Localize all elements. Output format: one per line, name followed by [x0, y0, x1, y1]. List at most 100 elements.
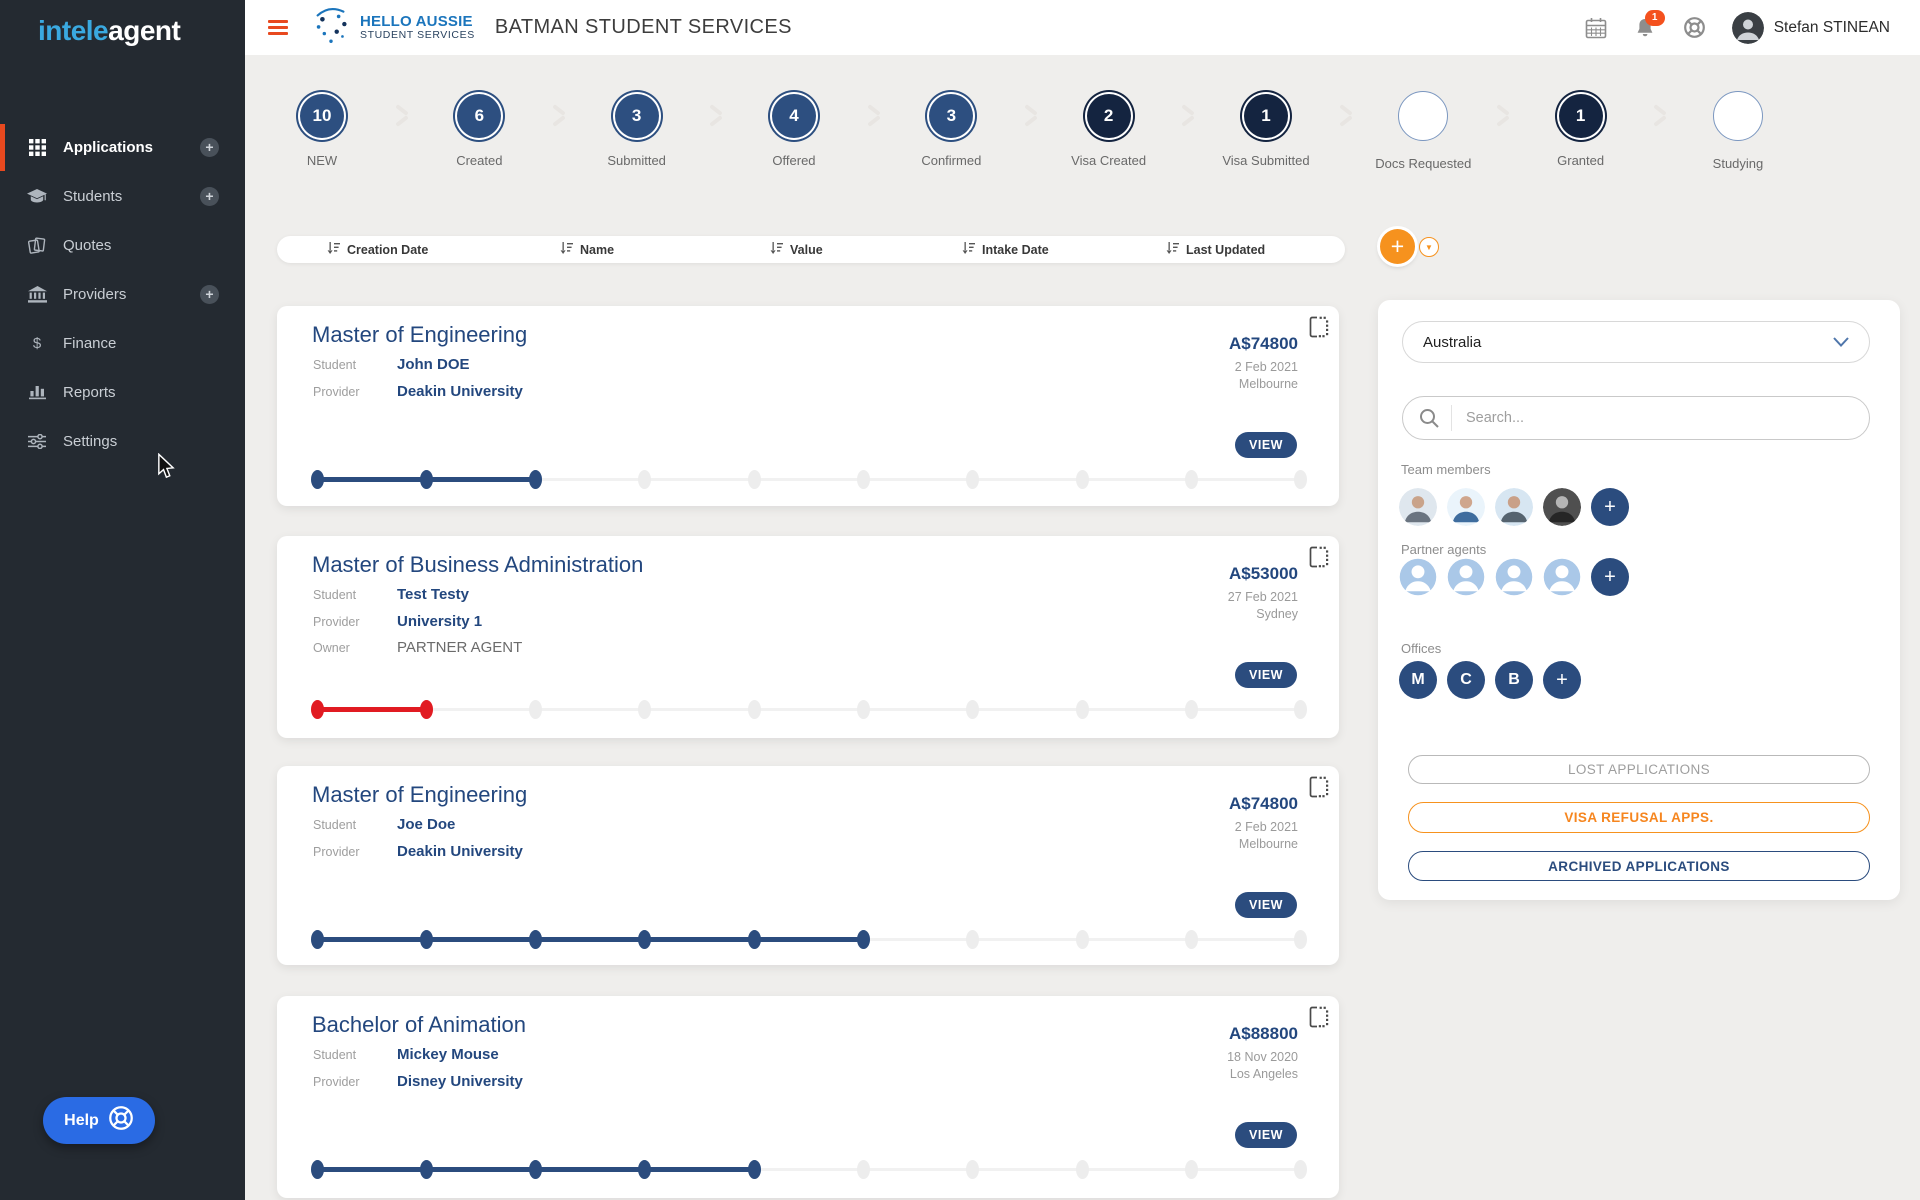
application-title[interactable]: Master of Engineering [312, 782, 528, 807]
application-title[interactable]: Master of Engineering [312, 322, 528, 347]
application-card: Master of Engineering Student Joe Doe Provi… [277, 766, 1339, 965]
application-city: Sydney [1256, 607, 1298, 621]
sidebar-item-settings[interactable]: Settings [0, 417, 245, 466]
sidebar-item-students[interactable]: Students + [0, 172, 245, 221]
field-value-student[interactable]: Test Testy [397, 586, 469, 603]
sidebar-item-applications[interactable]: Applications + [0, 123, 245, 172]
application-title[interactable]: Bachelor of Animation [312, 1012, 527, 1037]
sort-bar: Creation Date Name Value Intake Date Last Up… [277, 236, 1345, 263]
field-label: Provider [313, 384, 360, 399]
sliders-icon [24, 434, 50, 449]
calendar-icon[interactable] [1585, 17, 1607, 39]
field-value-provider[interactable]: Deakin University [397, 382, 523, 400]
progress-dot [419, 1159, 433, 1179]
notifications-bell-icon[interactable]: 1 [1633, 9, 1665, 40]
add-application-button[interactable]: + [1380, 229, 1415, 264]
add-options-caret-icon[interactable]: ▼ [1419, 237, 1439, 257]
office-m[interactable]: M [1399, 661, 1437, 699]
workflow-scan-icon[interactable] [1309, 776, 1329, 803]
field-value-provider[interactable]: Deakin University [397, 842, 523, 860]
add-icon[interactable]: + [200, 138, 219, 157]
sort-icon [560, 242, 573, 257]
card-field-student: Student Joe Doe [313, 816, 455, 833]
progress-dot [1185, 469, 1199, 489]
application-card: Bachelor of Animation Student Mickey Mouse… [277, 996, 1339, 1198]
stage-visa-created[interactable]: 2 Visa Created [1034, 90, 1184, 168]
workflow-scan-icon[interactable] [1309, 316, 1329, 343]
sort-field-name[interactable]: Name [560, 236, 614, 263]
stage-studying[interactable]: Studying [1663, 90, 1813, 171]
field-value-student[interactable]: Joe Doe [397, 816, 456, 833]
sort-field-label: Value [790, 242, 823, 257]
field-value-student[interactable]: Mickey Mouse [397, 1046, 499, 1063]
add-partner-agent-button[interactable]: + [1591, 558, 1629, 596]
sort-field-intake-date[interactable]: Intake Date [962, 236, 1049, 263]
stage-count [1712, 91, 1763, 141]
partner-agent-avatar[interactable] [1543, 558, 1581, 596]
dollar-icon: $ [32, 335, 42, 352]
documents-icon [24, 237, 50, 254]
office-b[interactable]: B [1495, 661, 1533, 699]
sidebar-item-quotes[interactable]: Quotes [0, 221, 245, 270]
partner-agent-avatar[interactable] [1399, 558, 1437, 596]
card-field-student: Student Test Testy [313, 586, 469, 603]
progress-dot [747, 469, 761, 489]
sidebar-item-reports[interactable]: Reports [0, 368, 245, 417]
stage-docs-requested[interactable]: Docs Requested [1348, 90, 1498, 171]
add-icon[interactable]: + [200, 285, 219, 304]
team-member-avatar[interactable] [1447, 488, 1485, 526]
office-c[interactable]: C [1447, 661, 1485, 699]
view-button[interactable]: VIEW [1235, 662, 1297, 688]
help-label: Help [64, 1111, 99, 1129]
archived-applications-button[interactable]: ARCHIVED APPLICATIONS [1408, 851, 1870, 881]
view-button[interactable]: VIEW [1235, 432, 1297, 458]
progress-dot [419, 469, 433, 489]
sidebar-item-finance[interactable]: $ Finance [0, 319, 245, 368]
workflow-scan-icon[interactable] [1309, 1006, 1329, 1033]
field-label: Student [313, 818, 357, 832]
field-value-provider[interactable]: Disney University [397, 1072, 523, 1090]
search-input[interactable] [1464, 409, 1853, 427]
application-amount: A$74800 [1228, 794, 1298, 813]
stage-offered[interactable]: 4 Offered [719, 90, 869, 168]
application-title[interactable]: Master of Business Administration [312, 552, 644, 577]
view-button[interactable]: VIEW [1235, 892, 1297, 918]
workflow-scan-icon[interactable] [1309, 546, 1329, 573]
field-label: Student [313, 588, 357, 602]
offices-row: M C B + [1399, 661, 1581, 699]
stage-confirmed[interactable]: 3 Confirmed [876, 90, 1026, 168]
sort-field-last-updated[interactable]: Last Updated [1166, 236, 1265, 263]
sidebar-item-label: Reports [63, 384, 116, 401]
sort-field-creation-date[interactable]: Creation Date [327, 236, 428, 263]
team-member-avatar[interactable] [1399, 488, 1437, 526]
team-member-avatar[interactable] [1495, 488, 1533, 526]
country-select[interactable]: Australia [1402, 321, 1870, 363]
sidebar-item-providers[interactable]: Providers + [0, 270, 245, 319]
sidebar-item-label: Providers [63, 286, 127, 303]
add-office-button[interactable]: + [1543, 661, 1581, 699]
view-button[interactable]: VIEW [1235, 1122, 1297, 1148]
stage-submitted[interactable]: 3 Submitted [562, 90, 712, 168]
visa-refusal-apps-button[interactable]: VISA REFUSAL APPS. [1408, 802, 1870, 833]
help-button[interactable]: Help [43, 1097, 155, 1144]
stage-visa-submitted[interactable]: 1 Visa Submitted [1191, 90, 1341, 168]
add-team-member-button[interactable]: + [1591, 488, 1629, 526]
support-ring-icon[interactable] [1683, 16, 1706, 39]
sort-field-value[interactable]: Value [770, 236, 823, 263]
hamburger-menu-icon[interactable] [268, 17, 288, 38]
field-label: Provider [313, 1074, 360, 1089]
team-member-avatar[interactable] [1543, 488, 1581, 526]
stage-label: Visa Created [1071, 153, 1147, 168]
stage-granted[interactable]: 1 Granted [1506, 90, 1656, 168]
user-menu[interactable]: Stefan STINEAN [1731, 11, 1890, 44]
lost-applications-button[interactable]: LOST APPLICATIONS [1408, 755, 1870, 784]
stage-created[interactable]: 6 Created [404, 90, 554, 168]
stage-label: NEW [306, 153, 338, 168]
add-icon[interactable]: + [200, 187, 219, 206]
partner-agent-avatar[interactable] [1447, 558, 1485, 596]
field-value-student[interactable]: John DOE [397, 356, 470, 373]
stage-new[interactable]: 10 NEW [247, 90, 397, 168]
partner-agent-avatar[interactable] [1495, 558, 1533, 596]
field-value-provider[interactable]: University 1 [397, 612, 483, 630]
top-header: HELLO AUSSIE STUDENT SERVICES BATMAN STU… [245, 0, 1920, 55]
